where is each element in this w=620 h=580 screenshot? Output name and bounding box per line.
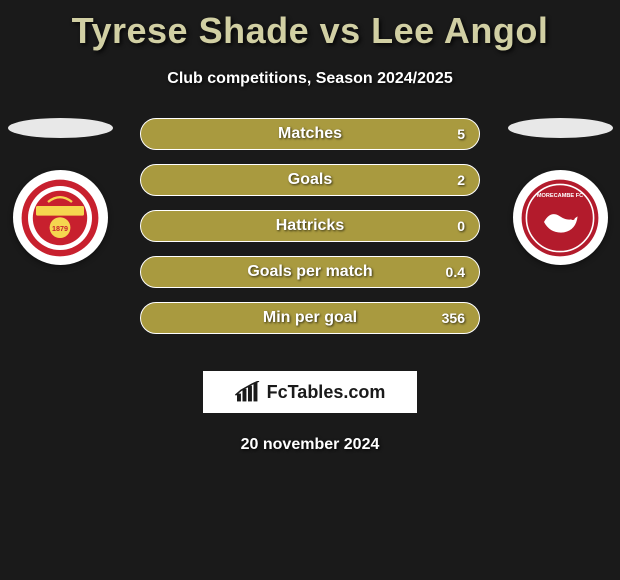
svg-text:MORECAMBE FC: MORECAMBE FC bbox=[537, 193, 583, 199]
right-club-crest: MORECAMBE FC bbox=[513, 170, 608, 265]
stat-label: Hattricks bbox=[276, 217, 344, 235]
stat-row-goals: Goals 2 bbox=[140, 164, 480, 196]
stat-right-value: 0 bbox=[457, 218, 465, 234]
brand-label: FcTables.com bbox=[267, 382, 386, 403]
stat-label: Min per goal bbox=[263, 309, 357, 327]
stat-right-value: 5 bbox=[457, 126, 465, 142]
left-player-column: 1879 bbox=[0, 118, 120, 265]
date-label: 20 november 2024 bbox=[0, 436, 620, 454]
comparison-area: 1879 MORECAMBE FC Matches 5 Goals 2 bbox=[0, 118, 620, 348]
stat-row-min-per-goal: Min per goal 356 bbox=[140, 302, 480, 334]
stat-label: Goals per match bbox=[247, 263, 372, 281]
stat-right-value: 0.4 bbox=[446, 264, 465, 280]
stat-label: Goals bbox=[288, 171, 332, 189]
stat-row-hattricks: Hattricks 0 bbox=[140, 210, 480, 242]
brand-box[interactable]: FcTables.com bbox=[202, 370, 418, 414]
left-club-crest: 1879 bbox=[13, 170, 108, 265]
stat-row-matches: Matches 5 bbox=[140, 118, 480, 150]
stat-right-value: 2 bbox=[457, 172, 465, 188]
left-player-silhouette bbox=[8, 118, 113, 138]
right-player-column: MORECAMBE FC bbox=[500, 118, 620, 265]
morecambe-crest-icon: MORECAMBE FC bbox=[520, 178, 600, 258]
stat-row-goals-per-match: Goals per match 0.4 bbox=[140, 256, 480, 288]
stat-label: Matches bbox=[278, 125, 342, 143]
subtitle: Club competitions, Season 2024/2025 bbox=[0, 70, 620, 88]
stat-list: Matches 5 Goals 2 Hattricks 0 Goals per … bbox=[140, 118, 480, 334]
swindon-crest-icon: 1879 bbox=[20, 178, 100, 258]
stat-right-value: 356 bbox=[442, 310, 465, 326]
right-player-silhouette bbox=[508, 118, 613, 138]
page-title: Tyrese Shade vs Lee Angol bbox=[0, 0, 620, 52]
svg-text:1879: 1879 bbox=[52, 223, 68, 232]
bar-chart-icon bbox=[235, 381, 261, 403]
